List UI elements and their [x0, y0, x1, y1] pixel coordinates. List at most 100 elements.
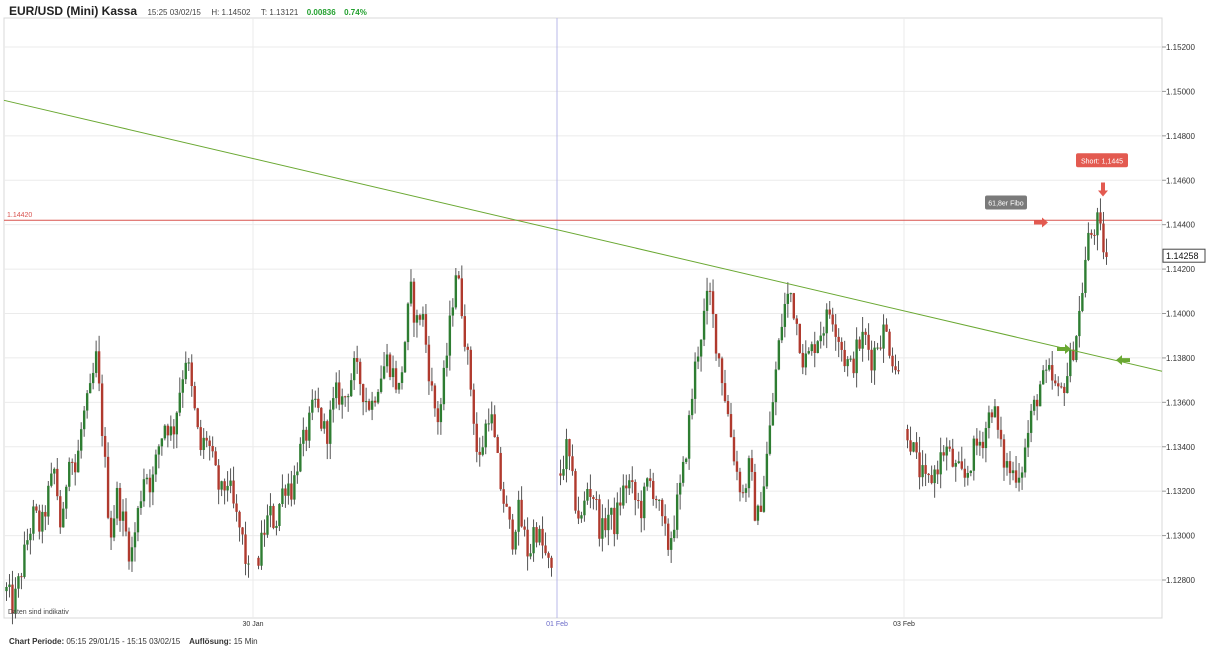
candle-body	[801, 352, 804, 368]
candle-body	[1069, 349, 1072, 377]
candle-body	[23, 544, 26, 577]
instrument-title: EUR/USD (Mini) Kassa	[9, 4, 138, 18]
candle-body	[320, 407, 323, 429]
candle-body	[184, 362, 187, 380]
candle-body	[747, 458, 751, 489]
candle-body	[308, 412, 311, 441]
candle-body	[238, 511, 241, 528]
candle-body	[145, 477, 149, 480]
candle-body	[5, 586, 8, 592]
candle-body	[646, 478, 649, 487]
candle-body	[275, 525, 278, 528]
candle-body	[154, 454, 158, 475]
level-line-label: 1.14420	[7, 212, 32, 219]
candle-body	[819, 335, 822, 342]
candle-body	[574, 471, 577, 511]
candle-body	[619, 502, 622, 506]
candle-body	[77, 450, 80, 473]
candle-body	[1078, 310, 1081, 337]
candle-body	[59, 496, 62, 528]
candle-body	[1063, 386, 1066, 394]
candle-body	[14, 588, 17, 614]
candle-body	[870, 349, 873, 371]
candle-body	[678, 482, 682, 495]
candle-body	[1014, 470, 1018, 483]
candle-body	[220, 481, 223, 490]
candle-body	[981, 441, 985, 449]
candle-body	[475, 423, 478, 452]
candle-body	[912, 442, 915, 452]
candle-body	[583, 500, 586, 516]
candle-body	[744, 488, 748, 493]
y-tick-label: 1.13600	[1166, 398, 1195, 407]
candle-body	[1035, 399, 1039, 407]
candle-body	[430, 381, 434, 386]
candle-body	[487, 423, 490, 425]
candles	[5, 198, 1108, 625]
candle-body	[762, 486, 766, 512]
candle-body	[1099, 212, 1102, 224]
candle-body	[211, 445, 214, 452]
candle-body	[1038, 384, 1042, 407]
candle-body	[613, 507, 616, 535]
candle-body	[481, 447, 484, 455]
candle-body	[1011, 470, 1015, 474]
x-tick-label: 03 Feb	[893, 621, 915, 628]
candle-body	[136, 507, 140, 533]
candle-body	[88, 383, 92, 394]
candle-body	[314, 398, 317, 400]
candle-body	[523, 526, 526, 530]
candle-body	[759, 505, 763, 512]
candle-body	[1102, 223, 1105, 253]
candle-body	[1072, 349, 1075, 361]
candle-body	[397, 382, 401, 390]
candle-body	[858, 339, 861, 349]
candle-body	[786, 293, 790, 304]
candle-body	[346, 396, 350, 398]
candle-body	[163, 425, 167, 439]
candle-body	[1105, 252, 1108, 257]
candle-body	[278, 504, 281, 526]
candle-body	[975, 438, 979, 446]
candle-body	[723, 383, 727, 402]
candle-body	[753, 471, 757, 521]
candle-body	[263, 532, 266, 535]
resolution-label: Auflösung:	[189, 637, 232, 646]
candle-body	[1002, 439, 1006, 468]
candle-body	[897, 370, 900, 372]
candle-body	[655, 498, 658, 501]
candle-body	[433, 385, 437, 409]
candle-body	[675, 494, 679, 530]
candle-body	[526, 529, 529, 557]
candle-body	[846, 359, 849, 367]
candle-body	[822, 333, 825, 336]
candle-body	[930, 475, 933, 484]
candle-body	[448, 315, 452, 356]
candle-body	[927, 473, 930, 476]
candle-body	[996, 406, 1000, 430]
candle-body	[181, 379, 184, 393]
candle-body	[382, 366, 386, 379]
candle-body	[299, 443, 302, 472]
candle-body	[169, 426, 173, 436]
candle-body	[151, 474, 155, 493]
resolution-value: 15 Min	[233, 637, 258, 646]
x-tick-label: 30 Jan	[242, 621, 263, 628]
candle-body	[840, 341, 843, 350]
candle-body	[355, 358, 359, 362]
y-tick-label: 1.15200	[1166, 43, 1195, 52]
price-change: 0.00836	[306, 8, 336, 17]
candle-body	[708, 290, 712, 292]
candle-body	[714, 314, 718, 354]
candle-body	[660, 499, 664, 517]
candle-body	[783, 303, 787, 327]
candle-body	[774, 369, 778, 403]
candle-body	[379, 378, 383, 392]
candle-body	[960, 461, 963, 469]
candle-body	[628, 480, 631, 489]
candle-body	[729, 414, 733, 438]
candle-body	[20, 576, 23, 578]
candle-body	[1093, 234, 1096, 236]
y-tick-label: 1.14000	[1166, 310, 1195, 319]
